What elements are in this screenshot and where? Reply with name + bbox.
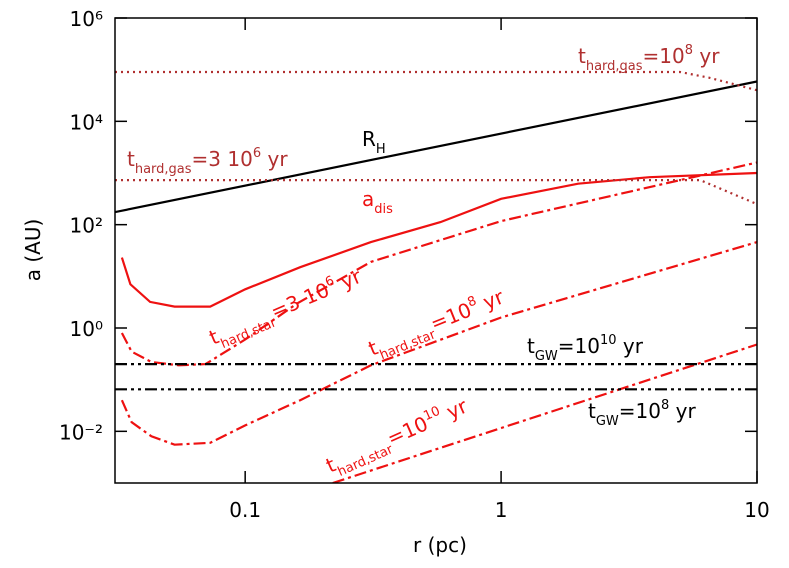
annotation-part: R [362,127,376,151]
x-tick-label: 0.1 [229,498,261,522]
y-tick-label: 10⁻² [59,420,103,444]
annotation-part: hard,gas [586,59,643,74]
annotation: thard,gas=108 yr [578,43,720,74]
y-tick-label: 10⁶ [70,7,103,31]
annotation-part: yr [669,399,696,423]
annotation-part: hard,star [336,442,396,480]
annotation-part: GW [596,414,619,429]
annotation-part: yr [693,44,720,68]
annotation-part: hard,star [378,327,439,363]
annotation-part: dis [374,202,393,217]
annotation: thard,gas=3 106 yr [127,146,288,177]
plot-frame [114,17,758,484]
annotation-part: 10 [600,333,617,348]
y-tick-label: 10² [70,214,103,238]
annotation-part: 8 [661,398,669,413]
annotation-part: hard,star [219,315,280,352]
annotation-part: yr [261,147,288,171]
annotation: tGW=108 yr [588,398,696,429]
annotation-part: a [362,187,374,211]
annotation: tGW=1010 yr [527,333,644,364]
annotation-part: yr [474,284,508,316]
annotation-part: =10 [619,399,661,423]
annotation-part: t [527,334,535,358]
series-line [115,80,757,214]
series-line [120,241,757,446]
annotation-part: t [578,44,586,68]
annotation-part: yr [437,394,472,427]
annotation-part: =3 10 [192,147,253,171]
annotation-part: t [127,147,135,171]
annotation-part: GW [535,349,558,364]
annotation-part: H [376,142,386,157]
annotation: thard,star=108 yr [365,283,511,366]
x-axis-label: r (pc) [413,533,467,557]
annotation-part: 10 [421,404,442,424]
annotation: RH [362,127,386,157]
annotation-part: yr [617,334,644,358]
y-axis-label: a (AU) [21,219,45,282]
series-line [115,70,757,92]
annotation: thard,star=1010 yr [322,393,474,483]
annotation: adis [362,187,393,217]
x-tick-label: 10 [744,498,769,522]
annotation-part: 8 [685,43,693,58]
annotation-part: =10 [643,44,685,68]
x-tick-label: 1 [495,498,508,522]
annotation-part: =3 10 [267,277,333,323]
y-tick-label: 10⁰ [70,317,103,341]
annotation: thard,star=3 106 yr [205,263,368,355]
annotation-part: t [588,399,596,423]
series-line [120,161,757,367]
series-line [120,171,757,308]
annotation-part: =10 [558,334,600,358]
annotation-part: 6 [253,146,261,161]
series-line [332,343,757,483]
y-tick-label: 10⁴ [70,110,103,134]
annotation-part: hard,gas [135,162,192,177]
